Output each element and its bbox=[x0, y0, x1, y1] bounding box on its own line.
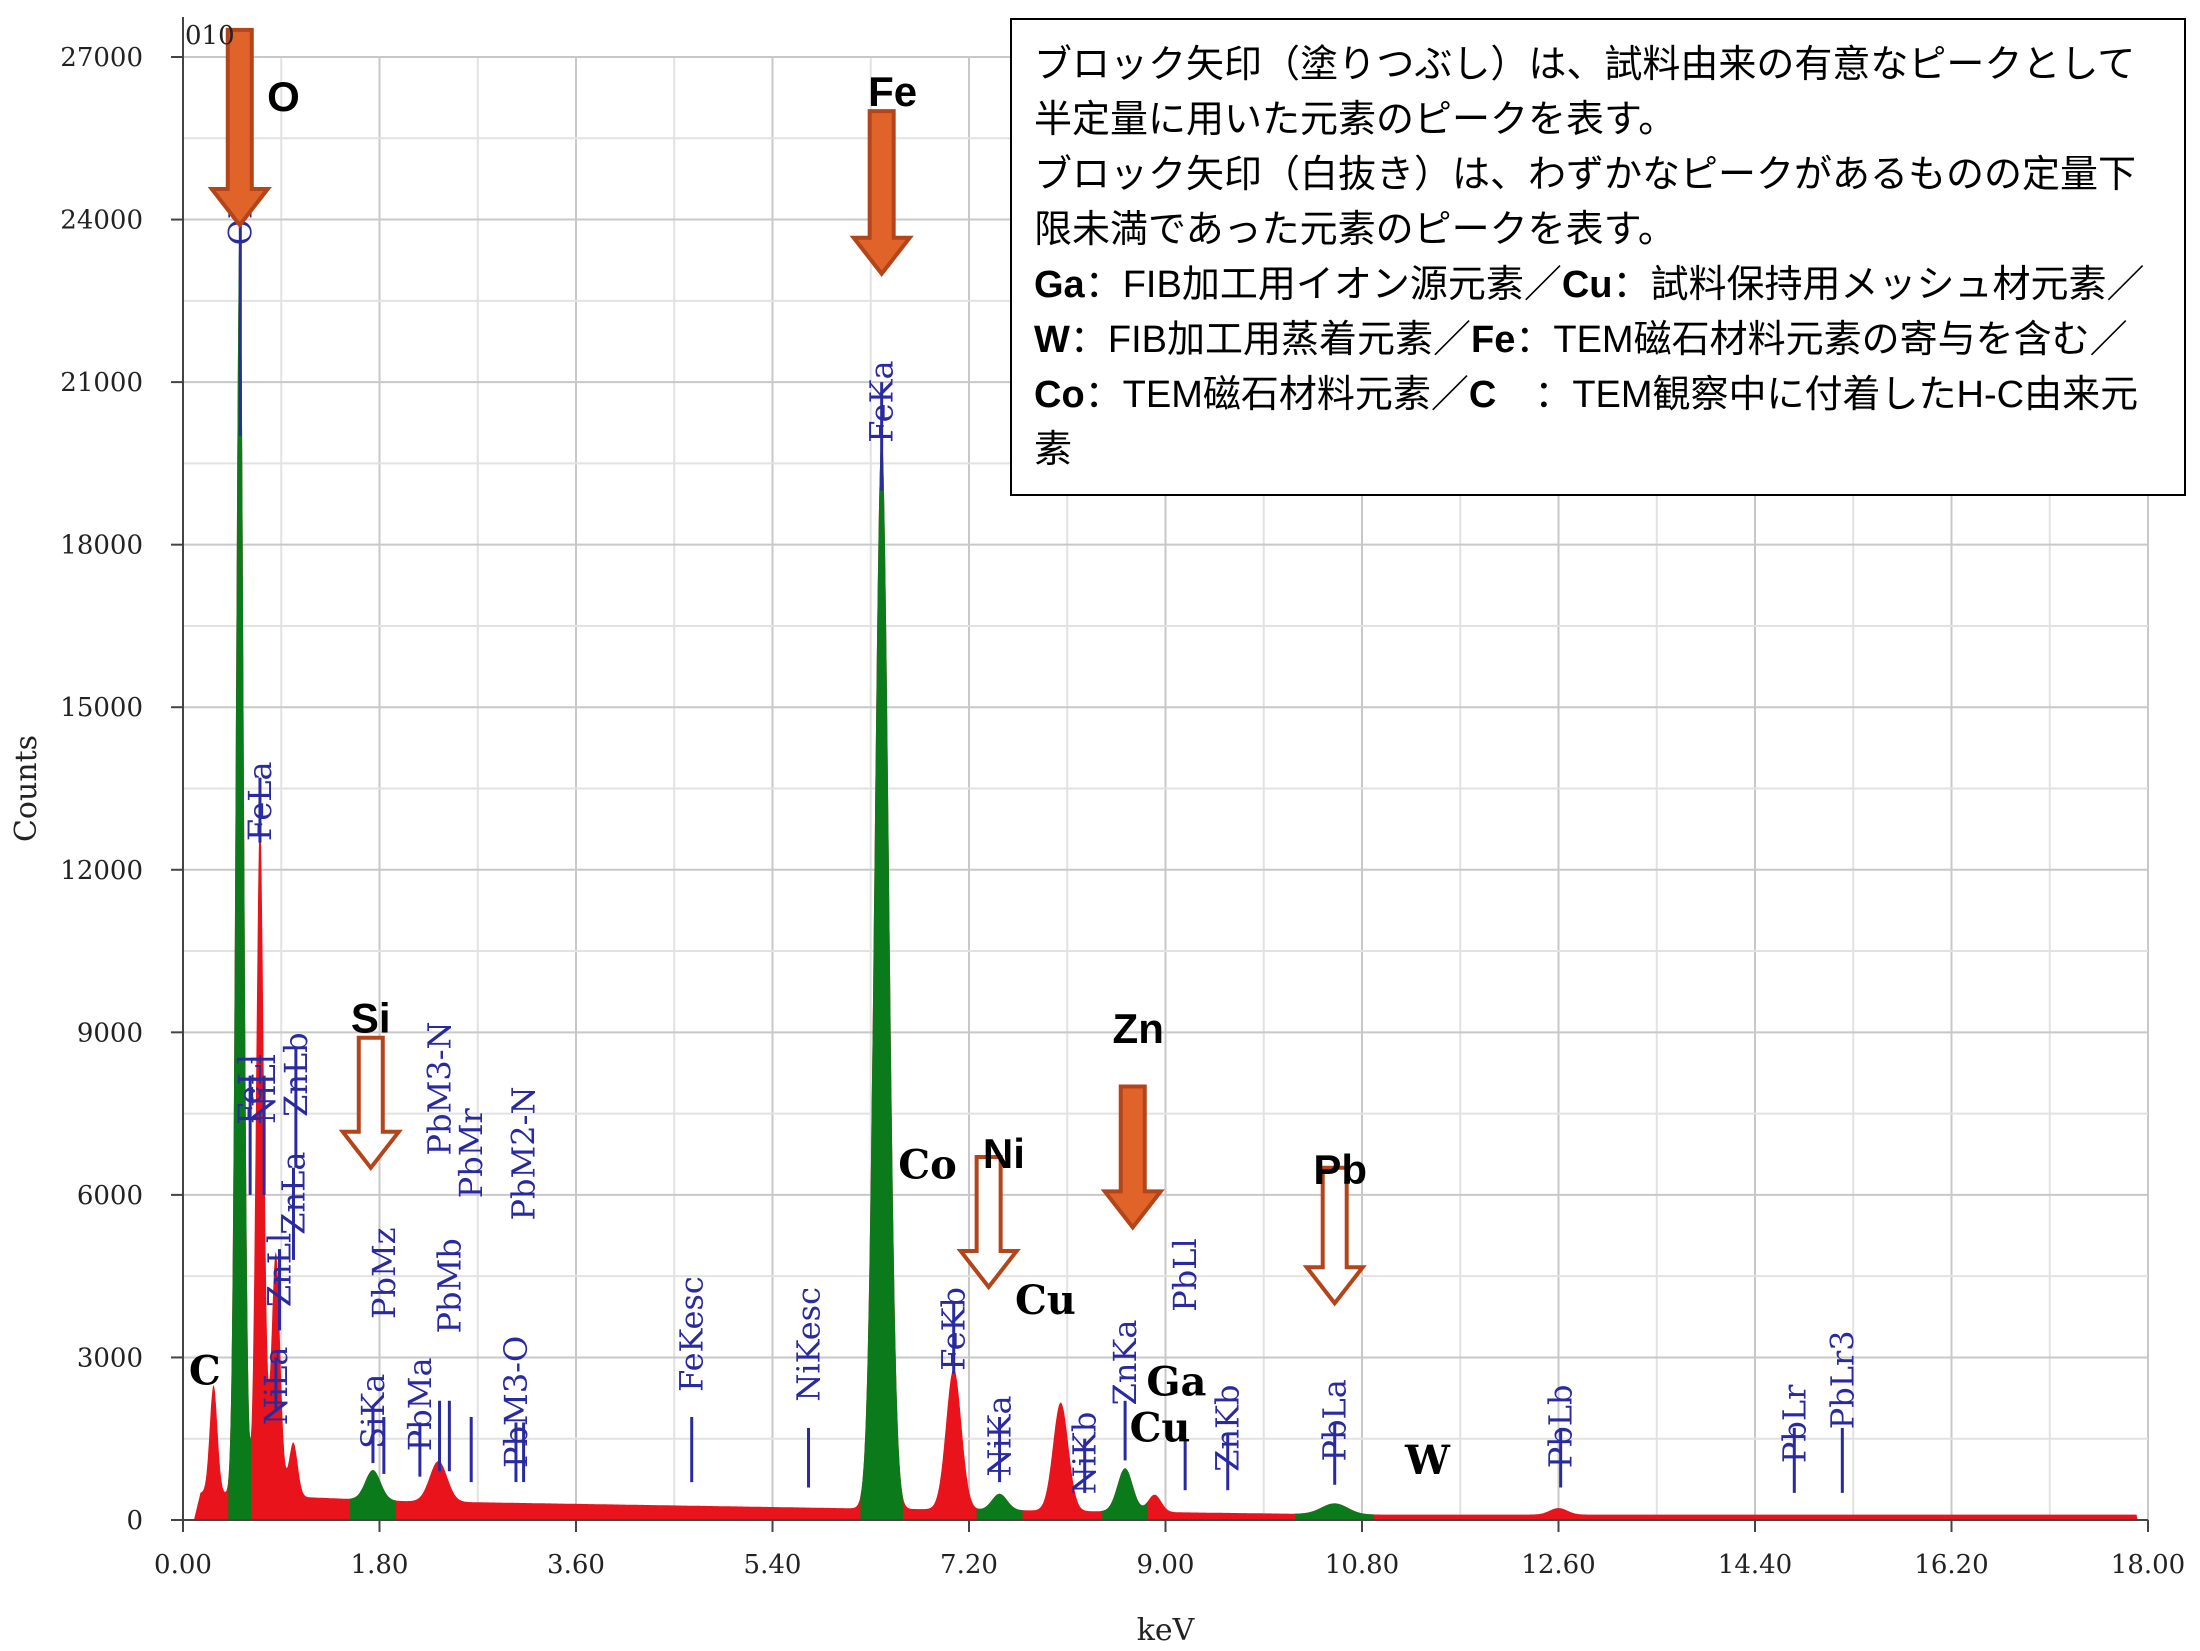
note-cu-desc: ：試料保持用メッシュ材元素／ bbox=[1612, 264, 2145, 306]
quantified-peak bbox=[1102, 1468, 1148, 1520]
line-label-FeLa: FeLa bbox=[241, 761, 279, 841]
note-fe-desc: ：TEM磁石材料元素の寄与を含む／ bbox=[1515, 319, 2128, 361]
filled-arrow bbox=[207, 27, 272, 229]
element-label-Cu: Cu bbox=[1130, 1404, 1191, 1451]
x-tick-label: 7.20 bbox=[940, 1550, 998, 1580]
y-tick-label: 12000 bbox=[60, 856, 143, 886]
y-tick-label: 21000 bbox=[60, 368, 143, 398]
x-axis-title: keV bbox=[1137, 1613, 1196, 1648]
y-tick-label: 18000 bbox=[60, 531, 143, 561]
y-tick-label: 3000 bbox=[77, 1343, 143, 1373]
hollow-arrow bbox=[1302, 1165, 1367, 1307]
hollow-arrow bbox=[338, 1035, 403, 1172]
spectrum bbox=[193, 221, 2143, 1521]
y-axis-title: Counts bbox=[9, 735, 44, 842]
note-c-desc: ：TEM観察中に付着したH-C由来元素 bbox=[1034, 374, 2139, 471]
line-label-FeKa: FeKa bbox=[863, 360, 901, 442]
x-tick-label: 12.60 bbox=[1521, 1550, 1595, 1580]
x-tick-label: 0.00 bbox=[154, 1550, 212, 1580]
line-label-PbLr: PbLr bbox=[1775, 1384, 1813, 1463]
note-cu: Cu bbox=[1561, 264, 1613, 306]
x-tick-label: 5.40 bbox=[744, 1550, 802, 1580]
line-label-NiLa: NiLa bbox=[257, 1347, 295, 1426]
note-ga-desc: ：FIB加工用イオン源元素／ bbox=[1084, 264, 1562, 306]
y-tick-label: 24000 bbox=[60, 206, 143, 236]
note-filled-arrow: ブロック矢印（塗りつぶし）は、試料由来の有意なピークとして半定量に用いた元素のピ… bbox=[1034, 44, 2136, 141]
line-label-PbM3-N: PbM3-N bbox=[421, 1021, 459, 1155]
element-label-Fe: Fe bbox=[868, 68, 917, 115]
y-tick-label: 9000 bbox=[77, 1018, 143, 1048]
line-label-FeKb: FeKb bbox=[935, 1287, 973, 1371]
note-fe: Fe bbox=[1471, 319, 1516, 361]
quantified-peak bbox=[1295, 1503, 1374, 1520]
note-w-desc: ：FIB加工用蒸着元素／ bbox=[1069, 319, 1471, 361]
element-label-Zn: Zn bbox=[1113, 1005, 1164, 1052]
element-label-C: C bbox=[189, 1348, 221, 1395]
line-label-FeKesc: FeKesc bbox=[673, 1276, 711, 1392]
line-label-PbLa: PbLa bbox=[1316, 1379, 1354, 1461]
note-co-desc: ：TEM磁石材料元素／ bbox=[1084, 374, 1469, 416]
x-tick-label: 1.80 bbox=[351, 1550, 409, 1580]
line-markers: OKaFeLaFeLlNiLlZnLlNiLaZnLaZnLbSiKaPbMzP… bbox=[221, 176, 1861, 1494]
line-label-NiKesc: NiKesc bbox=[790, 1287, 828, 1402]
note-co: Co bbox=[1034, 374, 1085, 416]
line-label-ZnLb: ZnLb bbox=[277, 1032, 315, 1117]
filled-arrow bbox=[849, 109, 914, 277]
x-tick-label: 9.00 bbox=[1137, 1550, 1195, 1580]
element-label-Ga: Ga bbox=[1146, 1358, 1206, 1405]
quantified-peak bbox=[350, 1470, 396, 1520]
quantified-peak bbox=[976, 1493, 1023, 1520]
legend-note-box: ブロック矢印（塗りつぶし）は、試料由来の有意なピークとして半定量に用いた元素のピ… bbox=[1010, 18, 2186, 496]
element-label-O: O bbox=[267, 73, 300, 120]
note-elements: Ga：FIB加工用イオン源元素／Cu：試料保持用メッシュ材元素／ W：FIB加工用… bbox=[1034, 258, 2162, 478]
element-label-Pb: Pb bbox=[1313, 1146, 1367, 1193]
line-label-PbMz: PbMz bbox=[365, 1227, 403, 1319]
y-tick-label: 6000 bbox=[77, 1181, 143, 1211]
y-tick-label: 27000 bbox=[60, 43, 143, 73]
line-label-NiKb: NiKb bbox=[1066, 1412, 1104, 1495]
element-arrows bbox=[207, 27, 1367, 1307]
line-label-PbLl: PbLl bbox=[1166, 1238, 1204, 1312]
line-label-PbLr3: PbLr3 bbox=[1823, 1330, 1861, 1429]
line-label-PbLb: PbLb bbox=[1542, 1385, 1580, 1469]
line-label-PbMr: PbMr bbox=[452, 1107, 490, 1198]
hollow-arrow bbox=[956, 1154, 1021, 1291]
corner-label: 010 bbox=[185, 21, 235, 51]
line-label-NiLl: NiLl bbox=[245, 1054, 283, 1124]
quantified-peak bbox=[860, 435, 903, 1520]
x-tick-label: 3.60 bbox=[547, 1550, 605, 1580]
element-label-Cu: Cu bbox=[1015, 1277, 1076, 1324]
line-label-NiKa: NiKa bbox=[981, 1395, 1019, 1476]
element-label-Si: Si bbox=[351, 994, 391, 1041]
line-label-ZnKb: ZnKb bbox=[1209, 1385, 1247, 1472]
x-tick-label: 18.00 bbox=[2111, 1550, 2185, 1580]
line-label-SiKa: SiKa bbox=[354, 1374, 392, 1449]
line-label-PbM2-N: PbM2-N bbox=[505, 1087, 543, 1221]
note-c: C bbox=[1468, 374, 1497, 416]
x-tick-label: 16.20 bbox=[1914, 1550, 1988, 1580]
element-label-Ni: Ni bbox=[983, 1130, 1025, 1177]
note-ga: Ga bbox=[1034, 264, 1085, 306]
note-w: W bbox=[1034, 319, 1070, 361]
element-label-W: W bbox=[1404, 1437, 1451, 1484]
quantified-peak bbox=[228, 221, 252, 1521]
line-label-PbMa: PbMa bbox=[401, 1357, 439, 1451]
element-label-Co: Co bbox=[898, 1142, 957, 1189]
axes: 0.00 1.80 3.60 5.40 7.20 9.00 10.80 12.60 14.40 1… bbox=[9, 17, 2185, 1648]
x-tick-label: 10.80 bbox=[1325, 1550, 1399, 1580]
x-tick-label: 14.40 bbox=[1718, 1550, 1792, 1580]
line-label-ZnLa: ZnLa bbox=[274, 1152, 312, 1235]
y-tick-label: 0 bbox=[126, 1506, 143, 1536]
line-label-PbMb: PbMb bbox=[430, 1238, 468, 1333]
line-label-PbM3-O: PbM3-O bbox=[497, 1336, 535, 1468]
filled-arrow bbox=[1100, 1084, 1165, 1231]
line-label-ZnKa: ZnKa bbox=[1106, 1320, 1144, 1406]
y-tick-label: 15000 bbox=[60, 693, 143, 723]
note-hollow-arrow: ブロック矢印（白抜き）は、わずかなピークがあるものの定量下限未満であった元素のピ… bbox=[1034, 154, 2137, 251]
